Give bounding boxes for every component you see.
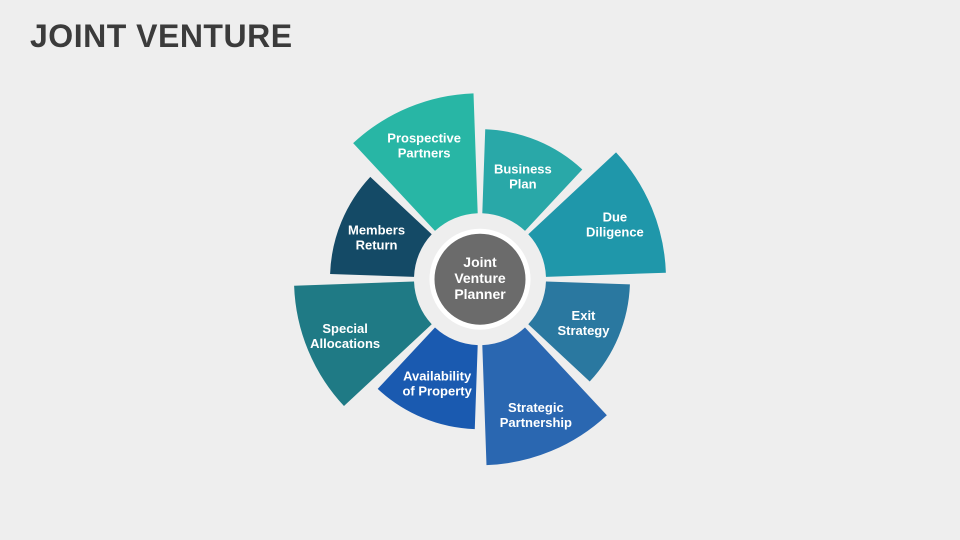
segment-label-0: ProspectivePartners (387, 130, 461, 160)
radial-diagram: ProspectivePartnersBusinessPlanDueDilige… (250, 49, 710, 509)
segment-label-7: MembersReturn (348, 222, 405, 252)
segment-label-5: Availabilityof Property (402, 369, 472, 399)
segment-label-4: StrategicPartnership (500, 400, 572, 430)
